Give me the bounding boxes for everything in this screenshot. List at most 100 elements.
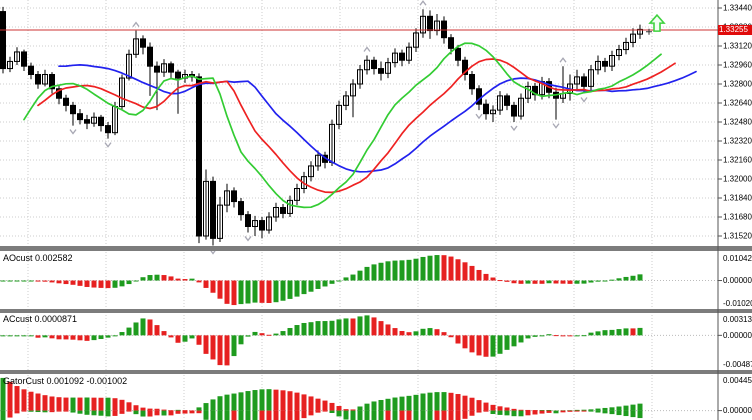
gator-bar <box>42 410 48 413</box>
gator-bar <box>35 393 41 411</box>
gator-bar <box>63 397 69 411</box>
gator-bar <box>210 399 216 411</box>
ao-bar <box>0 280 6 282</box>
gator-bar <box>14 386 20 411</box>
ac-bar <box>392 328 398 336</box>
ac-bar <box>420 328 426 336</box>
ac-bar <box>126 327 132 336</box>
ao-bar <box>462 262 468 281</box>
ac-bar <box>609 329 615 336</box>
gator-bar <box>511 408 517 411</box>
price-axis-label: 1.32160 <box>723 156 752 165</box>
fractal-down-icon <box>510 125 518 132</box>
ao-bar <box>574 280 580 284</box>
fractal-down-icon <box>552 123 560 129</box>
gator-bar <box>490 404 496 411</box>
ao-bar <box>455 259 461 281</box>
ao-bar <box>560 280 566 284</box>
gator-bar <box>70 410 76 413</box>
gator-bar <box>350 410 356 420</box>
ao-bar <box>112 280 118 288</box>
ac-bar <box>525 335 531 339</box>
ac-bar <box>231 335 237 357</box>
ao-bar <box>154 274 160 281</box>
ao-bar <box>161 275 167 281</box>
gator-bar <box>294 410 300 420</box>
gator-bar <box>483 410 489 412</box>
price-axis-label: 1.33440 <box>723 4 752 13</box>
price-axis-label: 1.32960 <box>723 61 752 70</box>
gator-bar <box>0 410 6 420</box>
ao-bar <box>175 278 181 281</box>
ao-bar <box>609 279 615 281</box>
gator-bar <box>301 394 307 411</box>
gator-bar <box>140 410 146 417</box>
ac-bar <box>196 335 202 345</box>
buy-signal-arrow-icon[interactable] <box>648 13 666 32</box>
ac-bar <box>98 335 104 339</box>
gator-bar <box>105 397 111 411</box>
gator-bar <box>434 410 440 420</box>
ao-bar <box>147 275 153 281</box>
alligator-jaw-line <box>58 64 697 173</box>
gator-bar <box>350 409 356 411</box>
ao-bar <box>308 280 314 292</box>
ac-bar <box>350 318 356 336</box>
gator-bar <box>21 389 27 411</box>
ac-bar <box>595 331 601 336</box>
ao-bar <box>280 280 286 301</box>
ao-bar <box>602 280 608 282</box>
gator-bar <box>119 410 125 414</box>
gator-bar <box>588 409 594 411</box>
ac-bar <box>182 335 188 342</box>
gator-bar <box>581 409 587 411</box>
ac-bar <box>273 333 279 336</box>
panel-label-aocust: AOcust 0.002582 <box>3 253 73 263</box>
gator-bar <box>413 410 419 420</box>
ac-bar <box>637 327 643 336</box>
fractal-up-icon <box>559 57 567 63</box>
gator-bar <box>336 410 342 417</box>
price-axis-background <box>718 0 752 420</box>
gator-bar <box>245 391 251 411</box>
panel-separator <box>0 370 752 374</box>
ao-bar <box>210 280 216 293</box>
gator-bar <box>217 396 223 411</box>
gator-bar <box>378 399 384 411</box>
ac-axis-label: -0.0048781 <box>723 360 752 369</box>
gator-bar <box>462 395 468 411</box>
gator-bar <box>553 410 559 414</box>
ao-bar <box>595 280 601 282</box>
gator-bar <box>371 410 377 420</box>
gator-bar <box>637 403 643 411</box>
gator-bar <box>210 410 216 420</box>
ao-bar <box>7 280 13 282</box>
price-axis-label: 1.32000 <box>723 175 752 184</box>
ac-bar <box>7 335 13 337</box>
gator-bar <box>581 410 587 412</box>
ao-bar <box>28 280 34 282</box>
gator-bar <box>56 397 62 411</box>
gator-bar <box>469 397 475 411</box>
gator-bar <box>504 410 510 416</box>
ao-bar <box>350 274 356 281</box>
ac-bar <box>581 335 587 337</box>
gator-bar <box>420 410 426 420</box>
ac-bar <box>21 335 27 337</box>
ao-bar <box>203 280 209 288</box>
ac-bar <box>112 335 118 337</box>
gator-bar <box>588 410 594 412</box>
gator-bar <box>7 410 13 418</box>
gator-bar <box>560 410 566 413</box>
gator-bar <box>112 410 118 416</box>
gator-bar <box>623 405 629 411</box>
ao-bar <box>140 277 146 281</box>
gator-bar <box>273 410 279 420</box>
gator-bar <box>532 410 538 415</box>
ao-bar <box>189 278 195 281</box>
gator-bar <box>161 410 167 416</box>
ao-bar <box>371 264 377 281</box>
ac-bar <box>238 335 244 345</box>
gator-bar <box>532 410 538 412</box>
